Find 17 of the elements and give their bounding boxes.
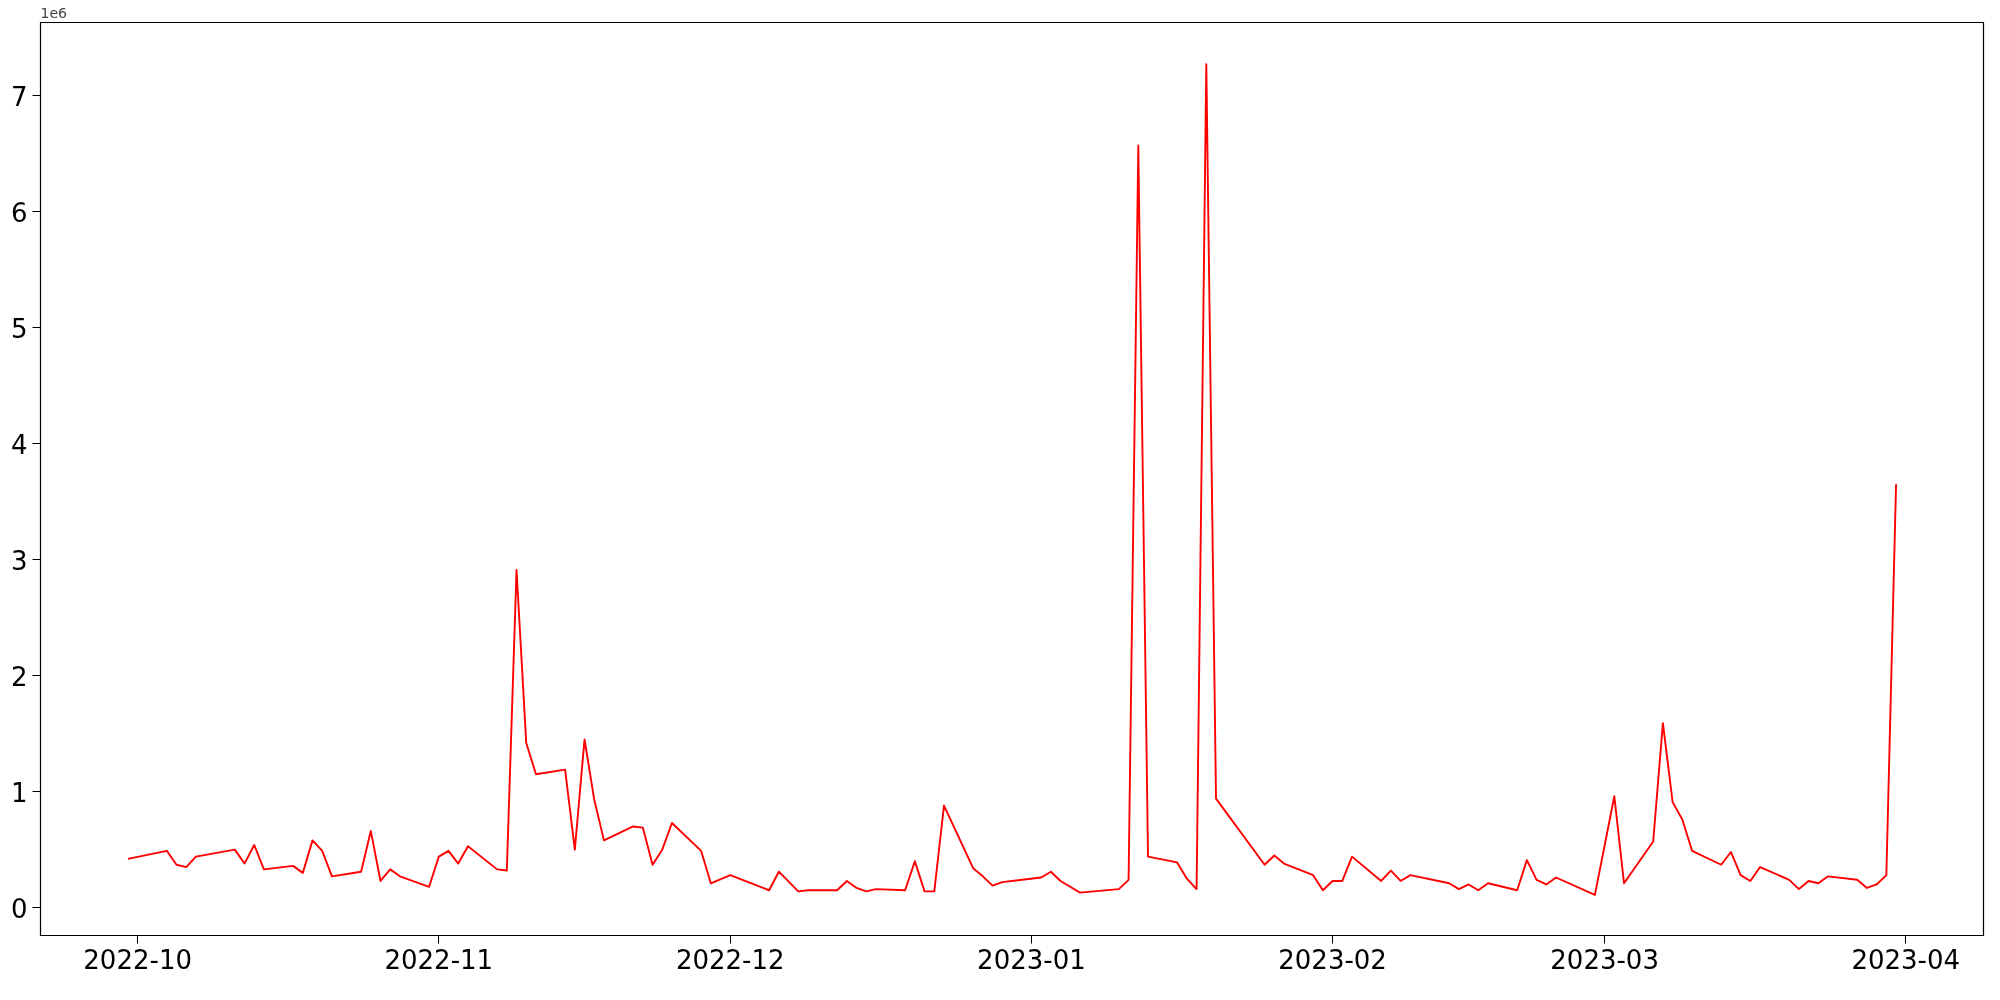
text: 1e6: [40, 4, 68, 21]
y-tick-label: 1: [10, 777, 28, 808]
x-tick-label: 2022-11: [384, 944, 494, 975]
x-tick-label: 2022-12: [675, 944, 785, 975]
y-tick-label: 2: [10, 661, 28, 692]
y-tick-label: 4: [10, 429, 28, 460]
x-tick-label: 2023-02: [1278, 944, 1387, 975]
x-tick-label: 2022-10: [83, 944, 192, 975]
x-tick-label: 2023-04: [1851, 944, 1961, 975]
y-tick-label: 0: [10, 893, 28, 924]
y-tick-label: 5: [10, 313, 28, 344]
y-tick-label: 6: [10, 197, 28, 228]
x-tick-label: 2023-01: [977, 944, 1086, 975]
y-tick-label: 3: [10, 545, 28, 576]
x-tick-label: 2023-03: [1550, 944, 1659, 975]
y-tick-label: 7: [10, 81, 28, 112]
line-series: [126, 63, 1898, 896]
